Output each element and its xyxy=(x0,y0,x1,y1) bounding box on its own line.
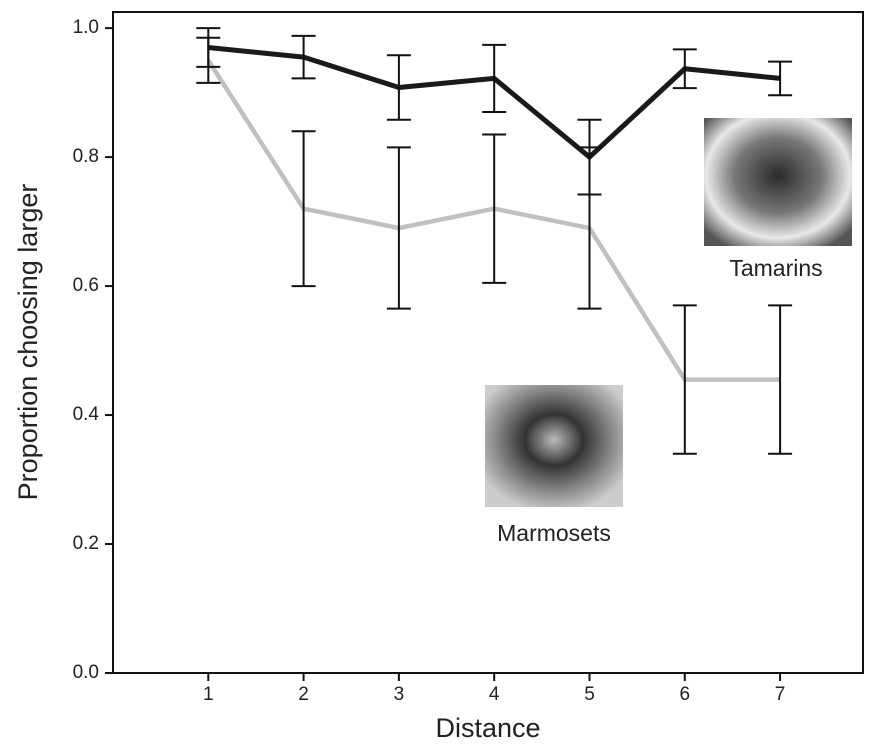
annotation: Tamarins xyxy=(729,255,822,281)
y-tick-label: 0.8 xyxy=(73,146,99,167)
error-bar xyxy=(482,43,507,113)
error-bar xyxy=(482,133,507,284)
plot-frame xyxy=(112,11,864,674)
y-axis-title: Proportion choosing larger xyxy=(13,184,43,501)
error-bar xyxy=(577,146,602,310)
error-bar xyxy=(196,36,221,84)
y-tick-label: 0.4 xyxy=(73,404,100,425)
error-bar xyxy=(672,48,697,90)
error-bar xyxy=(672,304,697,455)
x-tick-label: 4 xyxy=(489,684,500,705)
error-bar xyxy=(768,304,793,455)
y-tick-label: 0.2 xyxy=(73,533,99,554)
error-bar xyxy=(291,34,316,80)
error-bar xyxy=(386,54,411,121)
x-tick-label: 6 xyxy=(680,684,691,705)
error-bar xyxy=(386,146,411,310)
error-bar xyxy=(768,60,793,97)
marmoset-photo xyxy=(485,385,623,507)
x-tick-label: 5 xyxy=(584,684,595,705)
tamarin-photo xyxy=(704,118,852,246)
error-bar xyxy=(291,130,316,288)
y-tick-label: 1.0 xyxy=(73,17,99,38)
annotation: Marmosets xyxy=(497,520,611,546)
x-tick-label: 2 xyxy=(298,684,309,705)
x-tick-label: 1 xyxy=(203,684,214,705)
y-tick-label: 0.6 xyxy=(73,275,99,296)
x-tick-label: 3 xyxy=(394,684,405,705)
y-tick-label: 0.0 xyxy=(73,662,99,683)
x-axis-title: Distance xyxy=(435,713,540,743)
x-tick-label: 7 xyxy=(775,684,786,705)
